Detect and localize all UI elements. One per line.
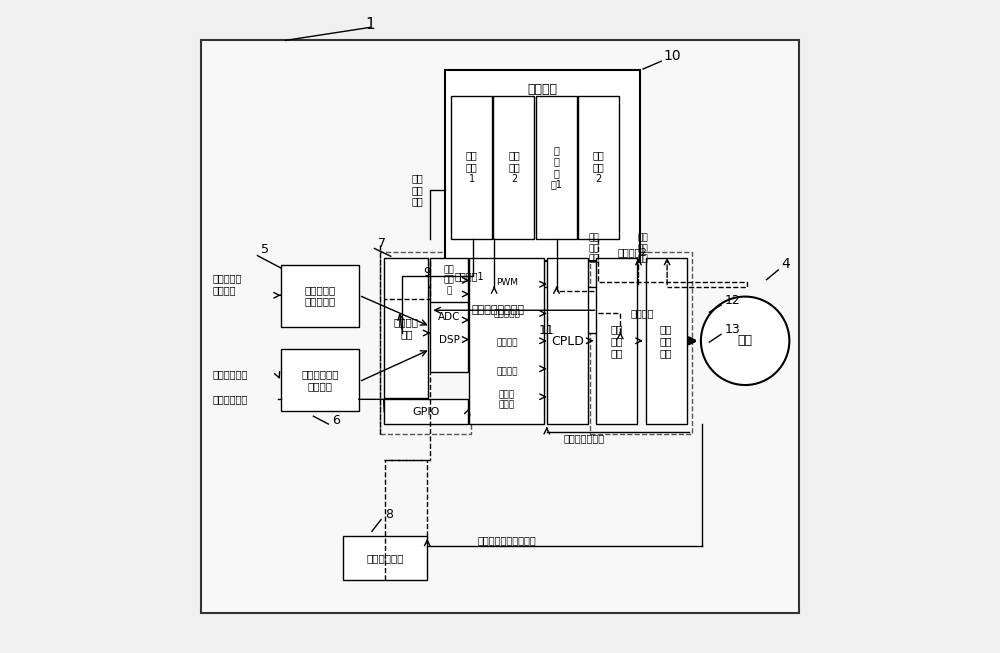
Text: 霍尔传感器信号: 霍尔传感器信号 <box>564 434 605 443</box>
Text: 5: 5 <box>261 243 269 256</box>
Text: 刹车压力给定: 刹车压力给定 <box>213 369 248 379</box>
Bar <box>343 536 427 580</box>
Text: 隔离
电路
单元: 隔离 电路 单元 <box>610 325 623 358</box>
Text: CPLD: CPLD <box>551 334 584 347</box>
Text: 驱动电源2: 驱动电源2 <box>617 247 647 257</box>
Bar <box>380 251 471 434</box>
Text: 控制
电源
1: 控制 电源 1 <box>466 151 478 183</box>
Bar <box>281 264 359 326</box>
Text: 余度隔
离信号: 余度隔 离信号 <box>499 390 515 409</box>
Text: 电机: 电机 <box>738 334 753 347</box>
Circle shape <box>701 296 789 385</box>
Text: 控制
电源
2: 控制 电源 2 <box>508 151 520 183</box>
Text: 12: 12 <box>724 294 740 307</box>
Text: 电机
控制
信号: 电机 控制 信号 <box>588 234 599 263</box>
Bar <box>493 96 534 239</box>
Text: 11: 11 <box>539 325 555 338</box>
Text: 刹车压力反
馈调理单元: 刹车压力反 馈调理单元 <box>304 285 336 306</box>
Text: ADC

DSP: ADC DSP <box>438 311 461 345</box>
Bar <box>596 258 637 424</box>
Bar <box>384 258 428 398</box>
Text: 驱
动
电
源1: 驱 动 电 源1 <box>550 145 562 189</box>
Bar <box>281 349 359 411</box>
Bar <box>469 258 544 424</box>
Text: 电流采集单元: 电流采集单元 <box>366 553 404 563</box>
Text: 4: 4 <box>782 257 790 271</box>
Text: 驱动电源1: 驱动电源1 <box>454 271 484 281</box>
Text: 事件
管理
器: 事件 管理 器 <box>444 265 455 295</box>
Text: 6: 6 <box>332 414 340 427</box>
Text: 正反转信号: 正反转信号 <box>493 309 520 318</box>
Bar <box>399 287 598 333</box>
Text: 1: 1 <box>365 16 375 31</box>
Text: 过流保护辅助单元: 过流保护辅助单元 <box>472 305 525 315</box>
Text: 刹车压力给定
接收单元: 刹车压力给定 接收单元 <box>301 370 339 391</box>
Bar <box>536 96 577 239</box>
Text: GPIO: GPIO <box>413 407 440 417</box>
Text: 7: 7 <box>378 236 386 249</box>
Bar <box>547 258 588 424</box>
Bar <box>384 400 468 424</box>
Text: 电机母线电流和相电流: 电机母线电流和相电流 <box>477 535 536 545</box>
Bar <box>451 96 492 239</box>
Text: 刹车信号: 刹车信号 <box>496 338 518 347</box>
Text: 13: 13 <box>724 323 740 336</box>
Text: 驱动
电源
2: 驱动 电源 2 <box>593 151 604 183</box>
Text: 压力传感器
输出信号: 压力传感器 输出信号 <box>213 274 242 295</box>
Text: 电源系统: 电源系统 <box>527 83 557 96</box>
Bar <box>201 40 799 613</box>
Text: 电机
控制
信号: 电机 控制 信号 <box>638 234 649 263</box>
Bar <box>578 96 619 239</box>
Text: 过流信号: 过流信号 <box>630 308 654 319</box>
Text: 8: 8 <box>385 508 393 521</box>
Text: 10: 10 <box>664 49 681 63</box>
Text: 9: 9 <box>423 266 431 279</box>
Bar <box>590 251 692 434</box>
Bar <box>646 258 687 424</box>
Bar <box>430 284 468 372</box>
Text: 刹车开机指令: 刹车开机指令 <box>213 394 248 404</box>
Text: 使能信号: 使能信号 <box>496 368 518 377</box>
Text: 电源
故障
信号: 电源 故障 信号 <box>412 173 423 206</box>
Text: 功率
驱动
单元: 功率 驱动 单元 <box>660 325 672 358</box>
Text: 过流保护
中断: 过流保护 中断 <box>394 317 419 339</box>
Bar <box>445 70 640 261</box>
Bar <box>430 258 468 302</box>
Text: PWM: PWM <box>496 278 518 287</box>
